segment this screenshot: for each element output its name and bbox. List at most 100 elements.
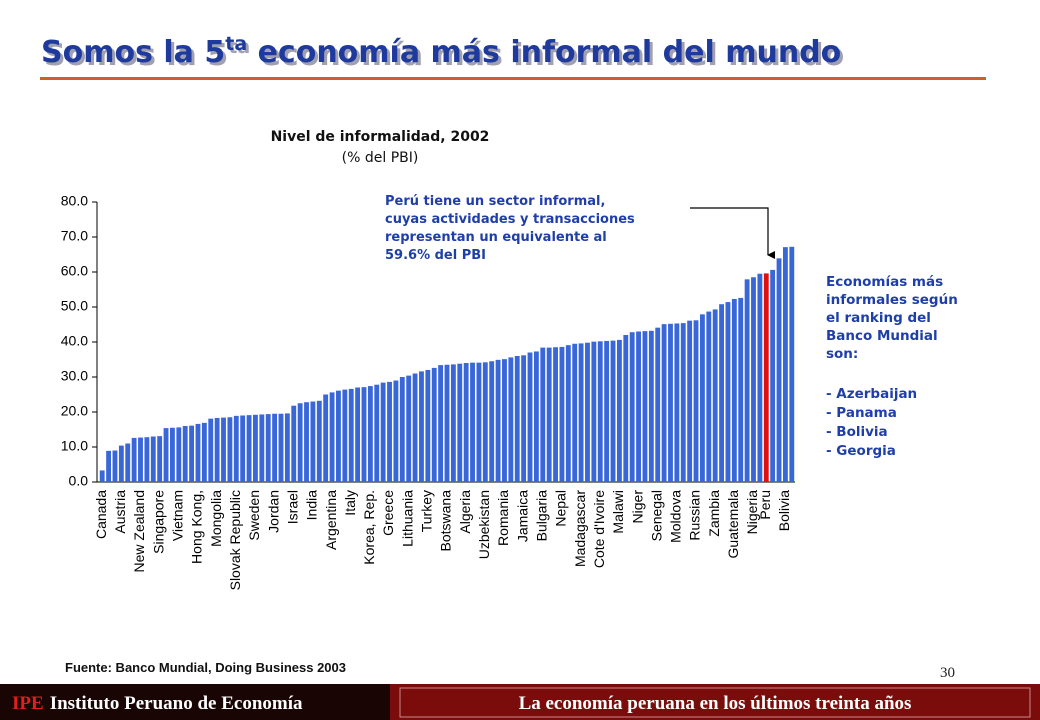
y-tick-label: 40.0 [61, 333, 88, 349]
bar [712, 309, 718, 482]
bar [693, 320, 699, 482]
bar [668, 323, 673, 482]
bar [725, 302, 731, 482]
bar [687, 320, 693, 482]
bar [476, 362, 482, 482]
title-shadow: Somos la 5ta economía más informal del m… [44, 36, 844, 73]
x-tick-label: Uzbekistan [476, 490, 492, 559]
x-tick-label: Madagascar [572, 490, 588, 567]
bar [240, 415, 246, 482]
bar [221, 417, 226, 482]
side-item: - Bolivia [826, 424, 888, 440]
source: Fuente: Banco Mundial, Doing Business 20… [65, 660, 346, 675]
bar [495, 359, 501, 482]
bar [444, 364, 450, 482]
x-tick-label: Botswana [438, 490, 454, 552]
x-tick-label: Zambia [706, 490, 722, 537]
annotation-line: cuyas actividades y transacciones [385, 212, 635, 227]
bar [482, 362, 488, 482]
y-tick-label: 60.0 [61, 263, 88, 279]
bar [470, 362, 475, 482]
x-tick-label: Nigeria [744, 490, 760, 535]
bar [342, 389, 348, 482]
bar [189, 425, 195, 482]
bar [182, 426, 188, 482]
bar [559, 346, 565, 482]
bar [629, 332, 635, 482]
x-tick-label: Nepal [553, 490, 569, 527]
bar [246, 415, 252, 482]
bar [514, 356, 520, 482]
x-tick-label: Israel [284, 490, 300, 524]
bar [680, 323, 686, 482]
bar [380, 382, 386, 482]
bar [208, 418, 214, 482]
title-rule [40, 77, 986, 80]
y-tick-label: 70.0 [61, 228, 88, 244]
bar [546, 347, 552, 482]
annotation-line: Perú tiene un sector informal, [385, 194, 605, 209]
x-tick-label: Hong Kong, [189, 490, 205, 564]
bar [118, 445, 124, 482]
bar [751, 277, 756, 482]
y-tick-label: 80.0 [61, 193, 88, 209]
slide-title: Somos la 5ta economía más informal del m… [41, 33, 841, 70]
bar [636, 331, 641, 482]
bar [419, 371, 424, 482]
bar [291, 405, 297, 482]
bar [157, 436, 163, 482]
bar [553, 347, 558, 482]
annotation-arrow [690, 207, 775, 259]
bar [387, 381, 392, 482]
bar [99, 470, 105, 482]
bar [406, 375, 412, 482]
bar [770, 269, 776, 482]
bar [323, 394, 329, 482]
bar [348, 388, 354, 482]
bar [616, 339, 622, 482]
bar [412, 373, 418, 482]
x-tick-label: Turkey [419, 490, 435, 532]
bar [233, 415, 239, 482]
chart-subtitle: (% del PBI) [342, 150, 419, 166]
bar [706, 311, 712, 482]
annotation: Perú tiene un sector informal, cuyas acti… [385, 194, 635, 263]
x-tick-label: New Zealand [131, 490, 147, 573]
x-tick-label: Niger [629, 490, 645, 524]
x-tick-label: Algeria [457, 490, 473, 534]
bar [195, 423, 201, 482]
bar [508, 357, 514, 482]
bar [572, 343, 578, 482]
bar [457, 363, 463, 482]
x-tick-label: Korea, Rep. [361, 490, 377, 565]
bar [227, 417, 233, 482]
bar [597, 341, 603, 482]
bar [578, 343, 584, 482]
bar [214, 417, 220, 482]
x-tick-label: Argentina [323, 490, 339, 550]
chart-title: Nivel de informalidad, 2002 [271, 129, 490, 145]
bar [719, 304, 724, 482]
bar [176, 427, 182, 482]
bar [425, 370, 431, 482]
bar [738, 297, 744, 482]
bar [540, 347, 546, 482]
bar [399, 377, 405, 482]
bar [450, 364, 456, 482]
bar [674, 323, 680, 482]
bar [361, 387, 367, 482]
bar [661, 324, 667, 482]
bar [138, 437, 143, 482]
y-tick-label: 0.0 [69, 473, 89, 489]
x-tick-label: Vietnam [170, 490, 186, 541]
bar [463, 363, 469, 482]
x-tick-label: Jordan [265, 490, 281, 533]
x-tick-label: Lithuania [399, 490, 415, 547]
bar [648, 330, 654, 482]
bar [336, 390, 341, 482]
x-tick-label: Peru [757, 490, 773, 520]
y-tick-label: 50.0 [61, 298, 88, 314]
side-item: - Georgia [826, 443, 896, 459]
footer-series: La economía peruana en los últimos trein… [519, 693, 912, 714]
